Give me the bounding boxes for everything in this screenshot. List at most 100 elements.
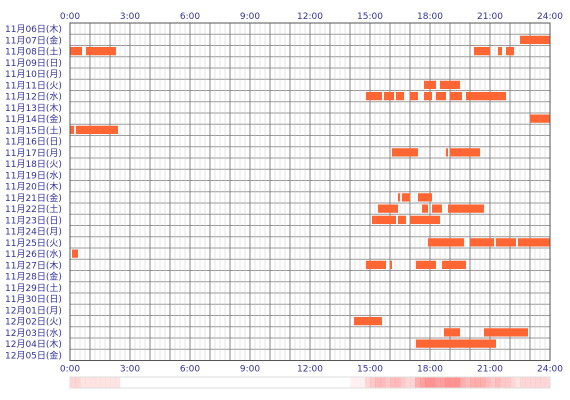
row-label: 12月03日(水): [5, 327, 62, 339]
row-label: 11月07日(金): [5, 34, 62, 46]
activity-bar: [398, 215, 406, 224]
activity-bar: [444, 328, 460, 337]
heat-cell: [305, 377, 310, 388]
activity-bar: [442, 260, 466, 269]
heat-cell: [420, 377, 426, 388]
activity-bar: [410, 215, 440, 224]
activity-bar: [418, 193, 432, 202]
heat-cell: [245, 377, 250, 388]
heat-cell: [505, 377, 511, 388]
activity-bar: [396, 92, 404, 101]
activity-bar: [428, 238, 464, 247]
heat-cell: [145, 377, 150, 388]
x-axis-bottom: 0:00 3:00 6:00 9:00 12:00 15:00 18:00 21:00 24:0…: [60, 365, 563, 375]
activity-bar: [484, 328, 528, 337]
x-tick-label: 9:00: [240, 12, 260, 22]
heat-cell: [310, 377, 315, 388]
heat-cell: [415, 377, 421, 388]
heat-cell: [120, 377, 125, 388]
heat-cell: [260, 377, 265, 388]
activity-bar: [470, 238, 494, 247]
heat-cell: [355, 377, 361, 388]
row-label: 11月29日(土): [5, 282, 62, 294]
row-label: 11月09日(日): [5, 58, 62, 69]
heat-cell: [345, 377, 350, 388]
heat-cell: [195, 377, 200, 388]
row-label: 11月30日(日): [5, 294, 62, 305]
activity-bars: [70, 35, 550, 348]
x-tick-label: 9:00: [240, 365, 260, 375]
heat-cell: [85, 377, 91, 388]
row-label: 11月10日(月): [5, 69, 62, 80]
heat-cell: [115, 377, 121, 388]
heat-cell: [460, 377, 466, 388]
heat-cell: [140, 377, 145, 388]
activity-bar: [424, 80, 436, 89]
heat-cell: [70, 377, 76, 388]
row-label: 11月06日(木): [5, 23, 62, 35]
heat-cell: [380, 377, 386, 388]
activity-bar: [392, 148, 418, 157]
heat-cell: [265, 377, 270, 388]
heat-cell: [280, 377, 285, 388]
heat-cell: [530, 377, 536, 388]
heat-cell: [285, 377, 290, 388]
heat-cell: [175, 377, 180, 388]
activity-bar: [518, 238, 550, 247]
heat-cell: [485, 377, 491, 388]
heat-cell: [150, 377, 155, 388]
heat-cell: [160, 377, 165, 388]
heat-cell: [135, 377, 140, 388]
heat-cell: [445, 377, 451, 388]
heat-cell: [200, 377, 205, 388]
activity-bar: [446, 148, 448, 157]
activity-bar: [70, 125, 74, 134]
heat-cell: [185, 377, 190, 388]
activity-bar: [378, 204, 398, 213]
activity-bar: [384, 92, 394, 101]
activity-bar: [450, 148, 480, 157]
activity-bar: [498, 47, 502, 56]
heat-cell: [190, 377, 195, 388]
heat-cell: [540, 377, 546, 388]
heat-cell: [395, 377, 401, 388]
row-label: 11月23日(日): [5, 215, 62, 226]
heat-cell: [240, 377, 245, 388]
row-label: 11月11日(火): [5, 80, 62, 91]
activity-bar: [390, 260, 392, 269]
x-tick-label: 0:00: [60, 12, 80, 22]
heat-cell: [95, 377, 101, 388]
hourly-heat-strip: [69, 376, 551, 389]
heat-cell: [295, 377, 300, 388]
x-tick-label: 12:00: [297, 365, 323, 375]
heat-cell: [500, 377, 506, 388]
heat-cell: [250, 377, 255, 388]
activity-bar: [366, 92, 382, 101]
activity-bar: [440, 80, 460, 89]
row-label: 12月01日(月): [5, 305, 62, 316]
heat-cell: [495, 377, 501, 388]
x-tick-label: 21:00: [477, 365, 503, 375]
heat-cell: [205, 377, 210, 388]
x-tick-label: 15:00: [357, 365, 383, 375]
activity-bar: [530, 114, 550, 123]
activity-bar: [436, 92, 446, 101]
row-label: 11月08日(土): [5, 46, 62, 58]
row-label: 12月05日(金): [5, 349, 62, 361]
heat-cell: [165, 377, 170, 388]
activity-bar: [354, 317, 382, 326]
row-label: 11月15日(土): [5, 124, 62, 136]
row-labels: 11月06日(木)11月07日(金)11月08日(土)11月09日(日)11月1…: [5, 23, 62, 361]
heat-cell: [480, 377, 486, 388]
heat-cell: [385, 377, 391, 388]
activity-bar: [398, 193, 400, 202]
heat-cell: [400, 377, 406, 388]
heat-cell: [545, 377, 551, 388]
heat-cell: [360, 377, 366, 388]
heat-cell: [450, 377, 456, 388]
heat-cell: [90, 377, 96, 388]
row-label: 11月24日(月): [5, 227, 62, 238]
activity-bar: [474, 47, 490, 56]
row-label: 11月18日(火): [5, 159, 62, 170]
activity-bar: [450, 92, 462, 101]
